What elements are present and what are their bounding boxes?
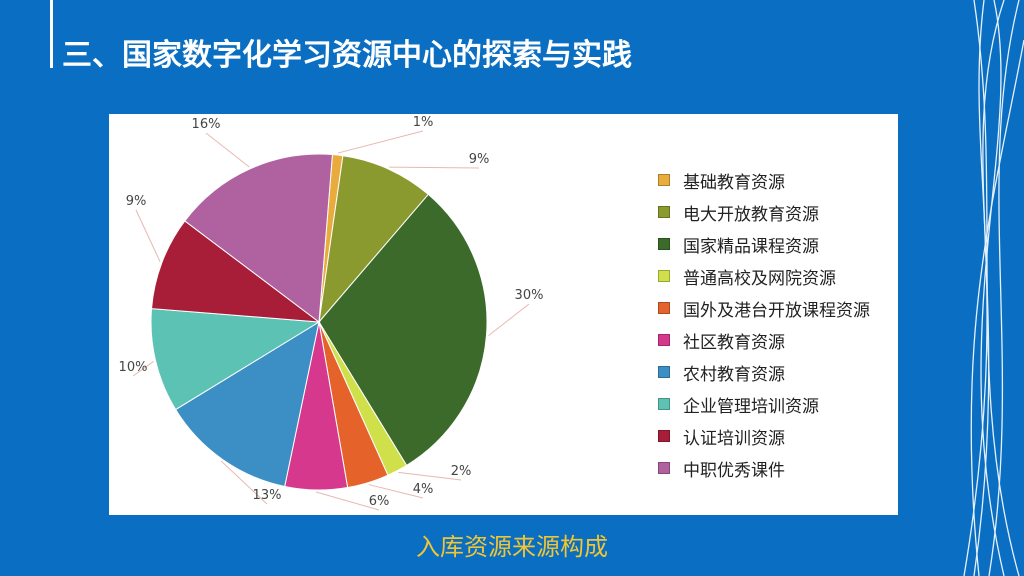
decorative-curves — [963, 0, 1024, 576]
data-label: 2% — [451, 464, 472, 479]
pie-slice — [174, 320, 320, 488]
legend-item: 农村教育资源 — [658, 356, 870, 388]
data-label: 4% — [413, 482, 434, 497]
data-label: 6% — [369, 494, 390, 509]
title-accent-bar — [50, 0, 53, 68]
legend-item: 中职优秀课件 — [658, 452, 870, 484]
legend-label: 国外及港台开放课程资源 — [683, 300, 870, 321]
leader-line — [220, 460, 268, 505]
legend-label: 国家精品课程资源 — [683, 236, 819, 257]
page-title: 三、国家数字化学习资源中心的探索与实践 — [62, 38, 632, 73]
chart-caption: 入库资源来源构成 — [416, 533, 608, 561]
pie-slice — [318, 155, 429, 324]
data-label: 9% — [126, 194, 147, 209]
leader-line — [337, 130, 424, 154]
legend-label: 农村教育资源 — [683, 364, 785, 385]
pie-chart: 1% 9% 30% 2% 4% 6% 13% 10% 9% 16% — [119, 115, 544, 511]
legend-label: 企业管理培训资源 — [683, 396, 819, 417]
legend-swatch — [658, 398, 670, 410]
legend-swatch — [658, 270, 670, 282]
legend-label: 基础教育资源 — [683, 172, 785, 193]
legend-swatch — [658, 238, 670, 250]
legend-label: 电大开放教育资源 — [683, 204, 819, 225]
legend-swatch — [658, 430, 670, 442]
leader-line — [389, 166, 480, 169]
legend-label: 认证培训资源 — [683, 428, 785, 449]
legend-item: 社区教育资源 — [658, 324, 870, 356]
pie-chart-panel: 1% 9% 30% 2% 4% 6% 13% 10% 9% 16% 基础教育资源 电大开放教育资源国… — [109, 114, 898, 515]
pie-slice — [318, 193, 488, 467]
legend-swatch — [658, 334, 670, 346]
leader-line — [132, 361, 154, 377]
legend-item: 基础教育资源 — [658, 164, 870, 196]
legend-swatch — [658, 174, 670, 186]
data-label: 1% — [413, 115, 434, 130]
legend-item: 企业管理培训资源 — [658, 388, 870, 420]
legend-swatch — [658, 462, 670, 474]
data-label: 13% — [253, 488, 282, 503]
legend-item: 普通高校及网院资源 — [658, 260, 870, 292]
data-label: 10% — [119, 360, 148, 375]
leader-line — [135, 209, 161, 262]
pie-slice — [150, 220, 321, 323]
data-label: 9% — [469, 152, 490, 167]
leader-line — [398, 471, 462, 481]
leader-line — [205, 132, 250, 168]
legend-label: 普通高校及网院资源 — [683, 268, 836, 289]
legend-item: 认证培训资源 — [658, 420, 870, 452]
pie-slice — [184, 153, 333, 323]
chart-legend: 基础教育资源电大开放教育资源 国家精品课程资源 普通高校及网院资源国外及港台开放课程… — [658, 164, 870, 484]
legend-label: 中职优秀课件 — [683, 460, 785, 481]
leader-line — [315, 491, 380, 511]
leader-line — [368, 484, 424, 499]
pie-slice — [150, 308, 321, 411]
leader-line — [488, 303, 530, 336]
data-label: 30% — [515, 288, 544, 303]
data-label: 16% — [192, 117, 221, 132]
legend-swatch — [658, 206, 670, 218]
legend-label: 社区教育资源 — [683, 332, 785, 353]
legend-item: 电大开放教育资源 — [658, 196, 870, 228]
legend-item: 国外及港台开放课程资源 — [658, 292, 870, 324]
legend-item: 国家精品课程资源 — [658, 228, 870, 260]
legend-swatch — [658, 302, 670, 314]
legend-swatch — [658, 366, 670, 378]
